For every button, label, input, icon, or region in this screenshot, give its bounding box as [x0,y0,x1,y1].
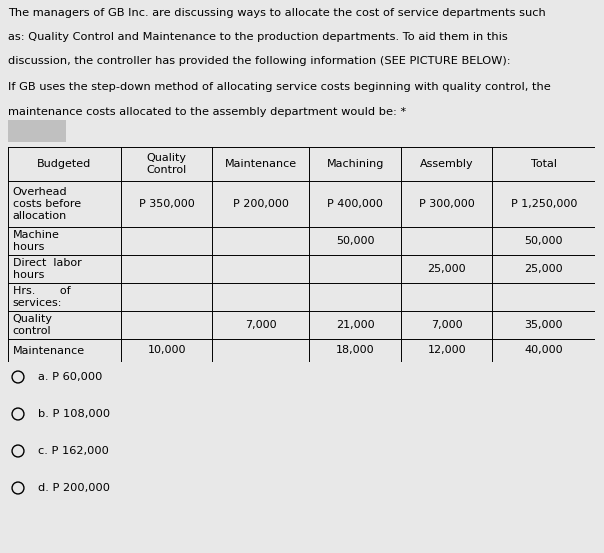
Text: Maintenance: Maintenance [13,346,85,356]
Text: 7,000: 7,000 [245,320,277,330]
Text: 50,000: 50,000 [524,236,563,246]
Text: P 1,250,000: P 1,250,000 [510,199,577,209]
Text: P 400,000: P 400,000 [327,199,383,209]
Text: maintenance costs allocated to the assembly department would be: *: maintenance costs allocated to the assem… [8,107,406,117]
Text: Quality
control: Quality control [13,314,53,336]
Text: Quality
Control: Quality Control [147,153,187,175]
Text: Assembly: Assembly [420,159,474,169]
Text: 21,000: 21,000 [336,320,374,330]
Text: The managers of GB Inc. are discussing ways to allocate the cost of service depa: The managers of GB Inc. are discussing w… [8,8,546,18]
Text: 25,000: 25,000 [524,264,563,274]
Text: P 200,000: P 200,000 [233,199,289,209]
Text: 7,000: 7,000 [431,320,463,330]
Text: Overhead
costs before
allocation: Overhead costs before allocation [13,187,81,221]
Text: c. P 162,000: c. P 162,000 [38,446,109,456]
FancyBboxPatch shape [4,118,71,144]
Text: 18,000: 18,000 [336,346,374,356]
Text: P 350,000: P 350,000 [139,199,194,209]
Text: as: Quality Control and Maintenance to the production departments. To aid them i: as: Quality Control and Maintenance to t… [8,32,508,42]
Text: discussion, the controller has provided the following information (SEE PICTURE B: discussion, the controller has provided … [8,56,510,66]
Text: Total: Total [531,159,557,169]
Text: 35,000: 35,000 [524,320,563,330]
Text: Direct  labor
hours: Direct labor hours [13,258,82,280]
Text: Hrs.       of
services:: Hrs. of services: [13,286,70,308]
Text: Machine
hours: Machine hours [13,230,60,252]
Text: P 300,000: P 300,000 [419,199,475,209]
Text: 12,000: 12,000 [428,346,466,356]
Text: Maintenance: Maintenance [225,159,297,169]
Text: Machining: Machining [327,159,384,169]
Text: 25,000: 25,000 [428,264,466,274]
Text: a. P 60,000: a. P 60,000 [38,372,102,382]
Text: 40,000: 40,000 [524,346,563,356]
Text: Budgeted: Budgeted [37,159,92,169]
Text: d. P 200,000: d. P 200,000 [38,483,110,493]
Text: b. P 108,000: b. P 108,000 [38,409,110,419]
Text: 10,000: 10,000 [147,346,186,356]
Text: If GB uses the step-down method of allocating service costs beginning with quali: If GB uses the step-down method of alloc… [8,82,551,92]
Text: 50,000: 50,000 [336,236,374,246]
